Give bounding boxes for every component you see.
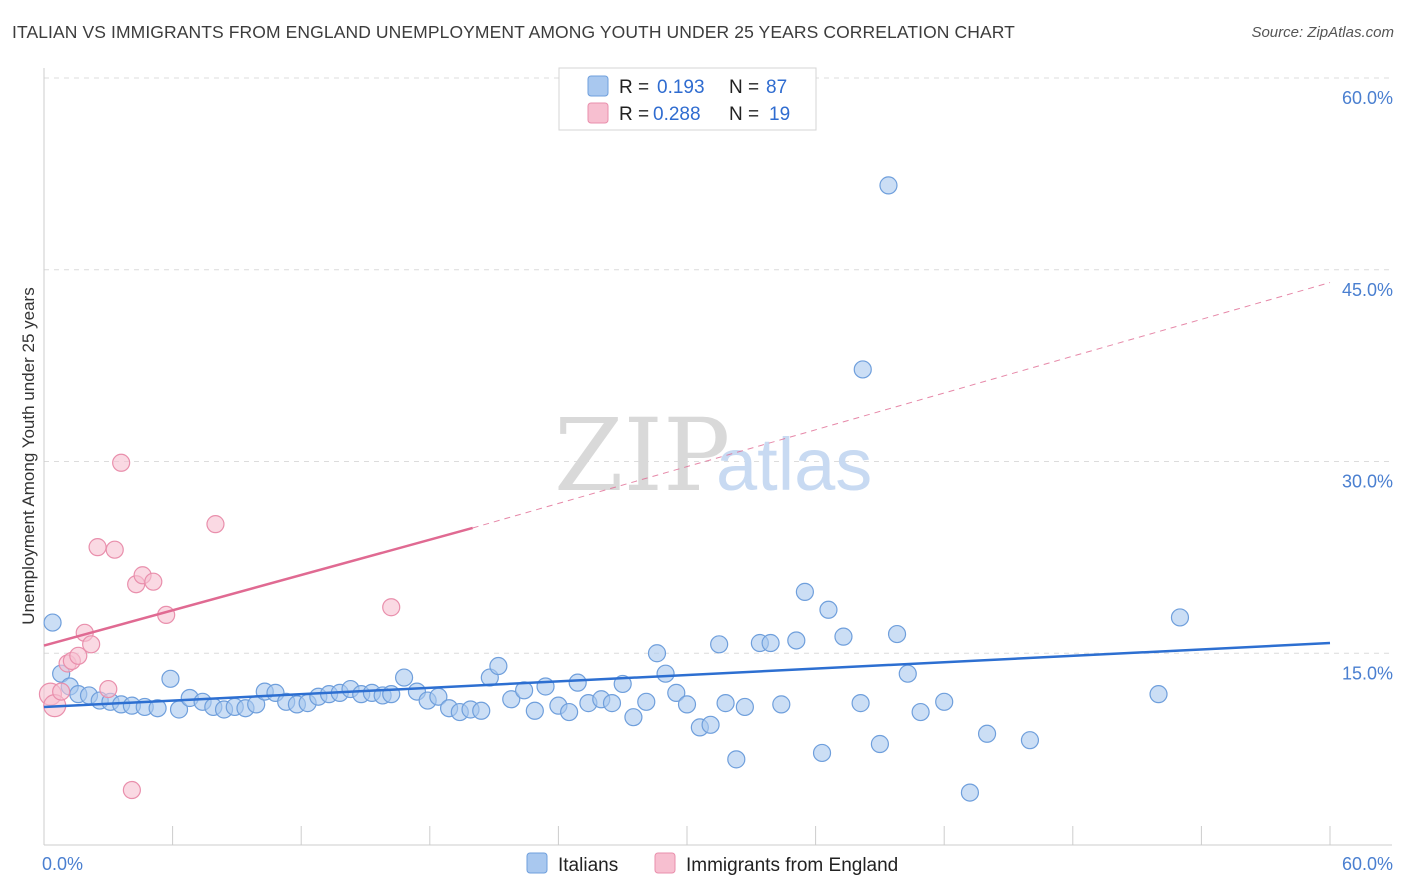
italians-point-62 xyxy=(710,635,729,654)
x-tick-label-1: 60.0% xyxy=(1342,854,1393,874)
bottom-legend: Italians Immigrants from England xyxy=(526,852,898,876)
italians-point-83 xyxy=(977,724,997,743)
trend-lines xyxy=(43,282,1331,709)
england-points xyxy=(38,453,401,800)
italians-point-70 xyxy=(795,582,814,601)
y-tick-label-0: 15.0% xyxy=(1342,663,1393,683)
italians-point-59 xyxy=(677,695,697,714)
y-tick-label-1: 30.0% xyxy=(1342,472,1393,492)
legend-r-label-2: R = xyxy=(619,104,649,125)
italians-point-65 xyxy=(735,697,754,717)
legend-n-value-2: 19 xyxy=(769,104,790,125)
legend-swatch-italians xyxy=(587,75,609,97)
italians-point-69 xyxy=(787,631,806,650)
italians-point-42 xyxy=(489,656,508,676)
watermark: ZIP atlas xyxy=(554,397,872,514)
italians-point-63 xyxy=(716,694,735,713)
england-trend-line xyxy=(43,526,473,647)
italians-point-78 xyxy=(887,624,907,644)
italians-point-80 xyxy=(911,702,930,722)
italians-point-85 xyxy=(1149,685,1168,704)
italians-point-49 xyxy=(568,673,587,692)
chart-source: Source: ZipAtlas.com xyxy=(1251,24,1394,41)
england-point-7 xyxy=(82,635,101,654)
italians-point-79 xyxy=(898,664,917,683)
italians-point-53 xyxy=(613,674,632,694)
italians-point-82 xyxy=(960,783,980,802)
x-tick-label-0: 0.0% xyxy=(42,854,83,874)
italians-point-54 xyxy=(624,708,643,727)
italians-point-45 xyxy=(525,701,544,720)
y-tick-labels: 15.0% 30.0% 45.0% 60.0% xyxy=(1342,88,1393,683)
italians-point-77 xyxy=(879,176,898,195)
italians-point-48 xyxy=(560,702,579,722)
bottom-legend-italians: Italians xyxy=(558,855,618,876)
legend-r-value-2: 0.288 xyxy=(653,104,701,125)
italians-point-56 xyxy=(647,644,667,663)
england-point-8 xyxy=(88,538,107,557)
italians-trend-line xyxy=(43,641,1331,709)
top-legend: R = 0.193 N = 87 R = 0.288 N = 19 xyxy=(558,67,817,131)
bottom-legend-england: Immigrants from England xyxy=(686,855,898,876)
y-tick-label-2: 45.0% xyxy=(1342,280,1393,300)
england-point-15 xyxy=(144,572,163,591)
italians-point-64 xyxy=(727,750,746,769)
italians-point-73 xyxy=(834,627,853,646)
italians-point-33 xyxy=(394,668,414,687)
italians-point-57 xyxy=(656,664,675,683)
legend-n-label-2: N = xyxy=(729,104,759,125)
chart-title: ITALIAN VS IMMIGRANTS FROM ENGLAND UNEMP… xyxy=(12,22,1015,42)
italians-point-76 xyxy=(870,734,890,754)
italians-point-40 xyxy=(472,701,491,720)
italians-point-67 xyxy=(761,633,780,653)
england-trend-extension xyxy=(472,282,1331,529)
england-point-9 xyxy=(99,679,118,699)
england-point-10 xyxy=(105,540,124,559)
legend-r-value-1: 0.193 xyxy=(657,77,705,98)
y-tick-label-3: 60.0% xyxy=(1342,88,1393,108)
italians-point-0 xyxy=(43,613,62,632)
grid-layer xyxy=(44,77,1392,654)
england-point-5 xyxy=(69,646,88,665)
italians-point-61 xyxy=(701,715,720,734)
watermark-atlas: atlas xyxy=(716,423,872,506)
x-tick-labels: 0.0% 60.0% xyxy=(42,854,1393,874)
italians-point-58 xyxy=(667,683,686,702)
legend-swatch-england xyxy=(587,102,609,124)
axis-layer xyxy=(43,68,1392,846)
england-point-2 xyxy=(52,682,71,701)
legend-n-value-1: 87 xyxy=(766,77,787,98)
italians-point-71 xyxy=(812,743,832,763)
england-point-17 xyxy=(206,515,225,534)
italians-point-72 xyxy=(819,600,838,619)
watermark-zip: ZIP xyxy=(554,397,730,514)
england-point-12 xyxy=(122,780,141,800)
england-point-18 xyxy=(382,598,401,617)
italians-point-84 xyxy=(1020,731,1040,750)
y-axis-label: Unemployment Among Youth under 25 years xyxy=(19,287,38,624)
italians-point-11 xyxy=(161,669,180,688)
italians-point-55 xyxy=(637,692,656,711)
italians-point-81 xyxy=(935,692,954,711)
italians-point-52 xyxy=(602,694,622,713)
bottom-legend-swatch-england xyxy=(654,852,676,874)
italians-point-44 xyxy=(515,681,534,700)
legend-n-label-1: N = xyxy=(729,77,759,98)
england-point-11 xyxy=(112,453,131,472)
italians-point-68 xyxy=(772,695,791,714)
italians-point-74 xyxy=(851,694,870,713)
italians-point-86 xyxy=(1170,608,1190,627)
bottom-legend-swatch-italians xyxy=(526,852,548,874)
italians-point-10 xyxy=(148,699,167,718)
legend-r-label-1: R = xyxy=(619,77,649,98)
italians-point-75 xyxy=(853,360,872,379)
italians-point-43 xyxy=(502,690,521,709)
